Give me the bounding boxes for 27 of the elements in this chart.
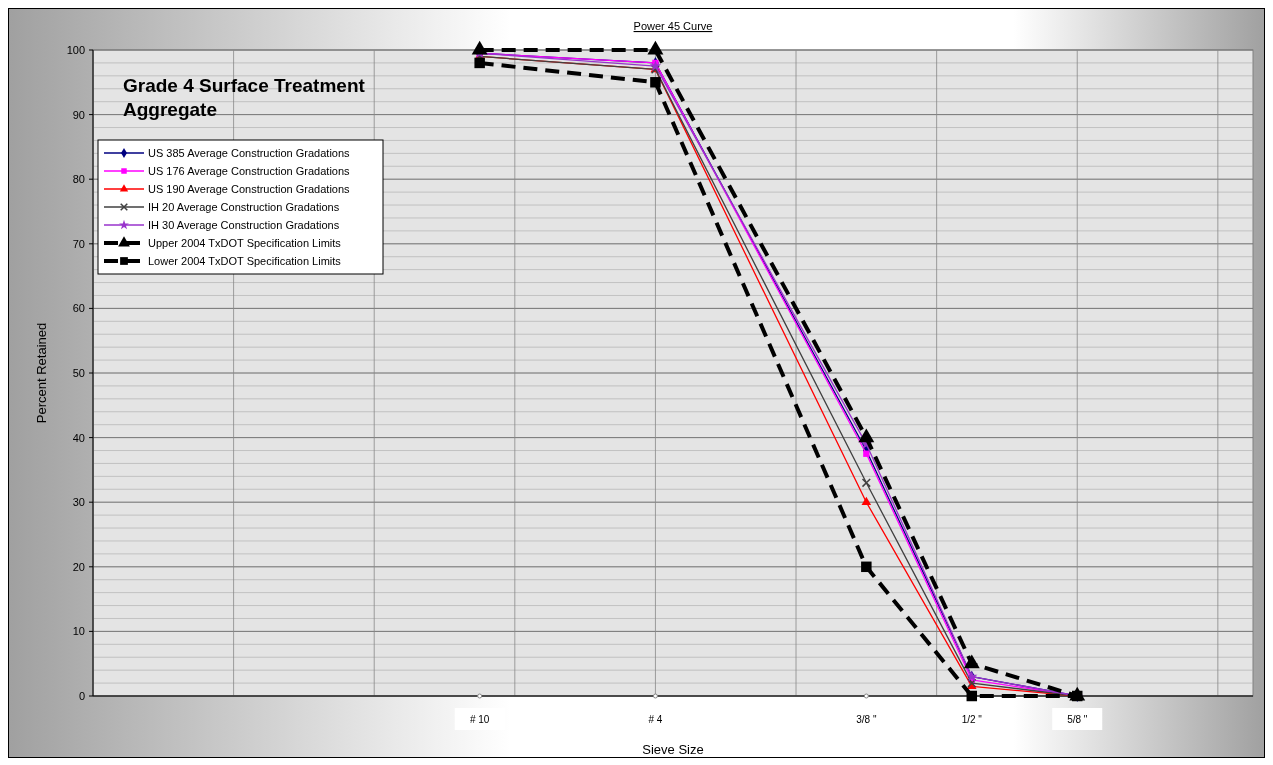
y-axis-title: Percent Retained	[34, 322, 49, 424]
x-axis-title: Sieve Size	[642, 742, 704, 757]
legend-label: Upper 2004 TxDOT Specification Limits	[148, 237, 342, 249]
x-tick-label: 5/8 "	[1067, 714, 1088, 725]
y-tick-label: 0	[78, 690, 85, 702]
y-tick-label: 10	[72, 625, 85, 638]
legend-label: IH 30 Average Construction Gradations	[148, 219, 340, 231]
legend-label: Lower 2004 TxDOT Specification Limits	[148, 255, 342, 267]
y-tick-label: 80	[72, 173, 85, 186]
legend-label: US 190 Average Construction Gradations	[148, 183, 351, 195]
y-tick-label: 100	[66, 44, 85, 56]
legend-label: IH 20 Average Construction Gradations	[148, 201, 340, 213]
y-tick-label: 70	[72, 237, 85, 250]
y-tick-label: 90	[72, 108, 85, 121]
annotation: Grade 4 Surface Treatment Aggregate	[123, 75, 366, 120]
x-tick-label: # 4	[648, 714, 663, 725]
legend-label: US 176 Average Construction Gradations	[148, 165, 351, 177]
x-tick-label: 1/2 "	[961, 714, 983, 725]
y-tick-label: 40	[72, 431, 85, 444]
y-tick-label: 20	[72, 560, 85, 573]
y-tick-label: 30	[72, 496, 85, 509]
y-tick-label: 50	[72, 367, 85, 379]
y-tick-label: 60	[72, 302, 85, 315]
chart-title: Power 45 Curve	[633, 20, 713, 32]
x-tick-label: 3/8 "	[856, 714, 877, 725]
legend-label: US 385 Average Construction Gradations	[148, 147, 351, 159]
x-tick-label: # 10	[469, 714, 490, 725]
